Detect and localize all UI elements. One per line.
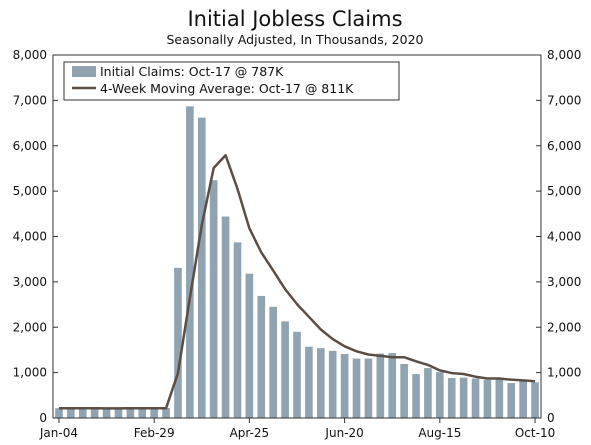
x-tick-label: Aug-15	[418, 426, 461, 440]
bar-initial-claims	[221, 216, 230, 418]
legend-bar-swatch	[72, 66, 96, 77]
y-tick-label-right: 0	[547, 411, 555, 425]
bar-initial-claims	[376, 353, 385, 418]
moving-average-line	[58, 154, 536, 410]
bar-initial-claims	[388, 353, 397, 418]
y-tick-label-right: 4,000	[547, 230, 581, 244]
chart-subtitle: Seasonally Adjusted, In Thousands, 2020	[166, 32, 423, 47]
chart-title: Initial Jobless Claims	[187, 7, 402, 31]
x-tick-label: Jun-20	[324, 426, 363, 440]
moving-average-layer	[58, 154, 536, 410]
bar-initial-claims	[317, 348, 325, 418]
bar-initial-claims	[352, 358, 361, 418]
bar-initial-claims	[447, 378, 456, 418]
bar-initial-claims	[67, 408, 75, 418]
y-tick-label-left: 3,000	[13, 275, 47, 289]
y-tick-label-left: 4,000	[13, 230, 47, 244]
bar-initial-claims	[471, 378, 480, 418]
bar-initial-claims	[495, 378, 504, 418]
y-tick-label-left: 2,000	[13, 320, 47, 334]
bar-initial-claims	[197, 117, 206, 419]
bar-initial-claims	[162, 408, 170, 418]
y-tick-label-right: 2,000	[547, 320, 581, 334]
bar-initial-claims	[293, 331, 301, 418]
bar-initial-claims	[126, 408, 135, 418]
y-tick-label-right: 7,000	[547, 93, 581, 107]
y-tick-label-left: 0	[39, 411, 47, 425]
bar-initial-claims	[507, 383, 516, 418]
bar-initial-claims	[138, 408, 147, 418]
y-tick-label-right: 8,000	[547, 48, 581, 62]
bar-initial-claims	[519, 380, 527, 418]
bar-initial-claims	[305, 346, 313, 418]
bar-initial-claims	[102, 408, 111, 418]
bar-initial-claims	[459, 377, 468, 418]
y-tick-label-left: 1,000	[13, 366, 47, 380]
bar-initial-claims	[531, 382, 539, 418]
bar-initial-claims	[483, 379, 492, 418]
right-y-axis: 0 1,000 2,000 3,000 4,000 5,000 6,000 7,000 8,00…	[536, 48, 581, 425]
x-tick-label: Jan-04	[39, 426, 78, 440]
x-axis: Jan-04 Feb-29 Apr-25 Jun-20 Aug-15 Oct-10	[39, 418, 555, 440]
y-tick-label-right: 6,000	[547, 139, 581, 153]
y-tick-label-left: 6,000	[13, 139, 47, 153]
left-y-axis: 0 1,000 2,000 3,000 4,000 5,000 6,000 7,000 8,00…	[13, 48, 58, 425]
bar-initial-claims	[269, 306, 278, 418]
bar-initial-claims	[55, 408, 63, 418]
bar-initial-claims	[340, 354, 349, 418]
legend-label-moving-average: 4-Week Moving Average: Oct-17 @ 811K	[100, 81, 354, 96]
bar-initial-claims	[78, 408, 87, 418]
x-tick-label: Feb-29	[134, 426, 175, 440]
y-tick-label-right: 3,000	[547, 275, 581, 289]
bars-group	[55, 106, 539, 419]
bar-initial-claims	[328, 350, 337, 418]
legend: Initial Claims: Oct-17 @ 787K 4-Week Mov…	[63, 61, 400, 101]
bar-initial-claims	[400, 364, 408, 418]
bar-initial-claims	[209, 180, 218, 418]
y-tick-label-left: 8,000	[13, 48, 47, 62]
bar-initial-claims	[412, 373, 420, 418]
x-tick-label: Apr-25	[230, 426, 270, 440]
bar-initial-claims	[424, 368, 432, 418]
bar-initial-claims	[364, 358, 373, 418]
bar-initial-claims	[233, 242, 242, 418]
bar-initial-claims	[90, 408, 99, 418]
bar-initial-claims	[436, 372, 444, 418]
bar-initial-claims	[186, 106, 194, 419]
bar-initial-claims	[150, 408, 158, 418]
bar-initial-claims	[257, 295, 266, 418]
y-tick-label-left: 5,000	[13, 184, 47, 198]
bar-initial-claims	[281, 321, 289, 418]
x-tick-label: Oct-10	[515, 426, 555, 440]
legend-label-initial-claims: Initial Claims: Oct-17 @ 787K	[100, 64, 284, 79]
y-tick-label-right: 1,000	[547, 366, 581, 380]
y-tick-label-right: 5,000	[547, 184, 581, 198]
bar-initial-claims	[114, 408, 123, 418]
y-tick-label-left: 7,000	[13, 93, 47, 107]
bar-initial-claims	[174, 267, 182, 418]
legend-box	[63, 61, 400, 101]
bar-initial-claims	[245, 273, 254, 418]
